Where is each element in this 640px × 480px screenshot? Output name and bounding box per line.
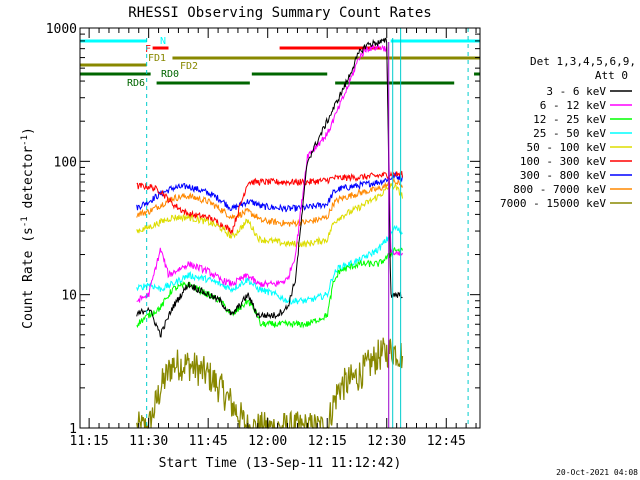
footer-timestamp: 20-Oct-2021 04:08 [556,468,638,477]
legend-entry-label: 300 - 800 keV [520,169,606,182]
status-bar-label-fd2: FD2 [180,61,198,72]
legend-entry-label: 25 - 50 keV [533,127,606,140]
y-tick-label: 100 [54,155,77,170]
series-layer [136,37,404,430]
legend-entry-label: 50 - 100 keV [527,141,607,154]
series-line [136,177,403,228]
status-bar-label-rd0: RD0 [161,69,179,80]
legend-header-attenuator: Att 0 [595,69,628,82]
legend-entry-label: 800 - 7000 keV [513,183,606,196]
x-tick-label: 12:30 [367,434,406,449]
series-line [136,337,404,430]
x-axis-label: Start Time (13-Sep-11 11:12:42) [159,456,402,471]
y-axis-label: Count Rate (s-1 detector-1) [20,127,36,329]
series-line [136,182,403,248]
legend-entry-label: 3 - 6 keV [546,85,606,98]
status-bar-label-rd6: RD6 [127,78,145,89]
x-tick-label: 11:30 [129,434,168,449]
legend-entry-label: 100 - 300 keV [520,155,606,168]
series-line [136,43,403,303]
y-label-sup-2: -1 [20,135,30,146]
x-axis-ticks: 11:15 11:30 11:45 12:00 12:15 12:30 12:45 [70,28,477,449]
series-line [136,170,403,236]
series-line [136,246,403,329]
legend-header-detectors: Det 1,3,4,5,6,9, [530,55,636,68]
legend-entry-label: 6 - 12 keV [540,99,607,112]
y-tick-label: 10 [61,289,77,304]
legend-entry-label: 12 - 25 keV [533,113,606,126]
status-bar-label-f: F [145,44,151,55]
y-label-part-3: ) [21,127,36,135]
x-tick-label: 12:00 [248,434,287,449]
legend-entry-label: 7000 - 15000 keV [500,197,606,210]
y-tick-label: 1000 [46,22,77,37]
x-tick-label: 12:15 [308,434,347,449]
y-label-part-2: detector [21,146,36,217]
status-bar-label-n: N [160,36,166,47]
status-bar-label-fd1: FD1 [148,53,166,64]
plot-frame [79,27,481,429]
chart-title: RHESSI Observing Summary Count Rates [128,5,431,21]
y-label-part-1: Count Rate (s [21,227,36,329]
series-line [136,171,403,213]
x-tick-label: 12:45 [427,434,466,449]
series-line [136,37,403,338]
y-label-sup-1: -1 [20,216,30,227]
y-tick-label: 1 [69,422,77,437]
x-tick-label: 11:15 [70,434,109,449]
x-tick-label: 11:45 [189,434,228,449]
y-axis-ticks: 1 10 100 1000 [46,22,480,437]
